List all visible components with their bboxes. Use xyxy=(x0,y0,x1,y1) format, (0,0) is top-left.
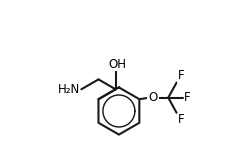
Text: F: F xyxy=(184,91,191,104)
Text: OH: OH xyxy=(108,58,126,71)
Text: F: F xyxy=(178,113,184,126)
Text: O: O xyxy=(148,91,158,104)
Text: H₂N: H₂N xyxy=(58,83,80,96)
Text: F: F xyxy=(178,69,184,82)
